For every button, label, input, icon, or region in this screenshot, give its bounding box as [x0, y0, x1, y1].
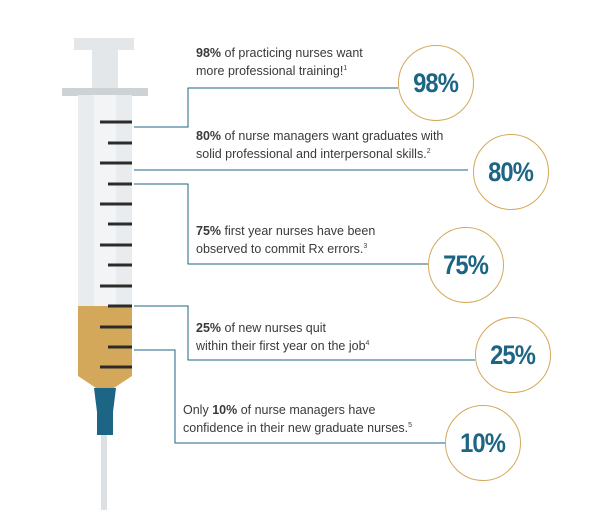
- stat-text-80: 80% of nurse managers want graduates wit…: [196, 127, 443, 163]
- stat-line2-75: observed to commit Rx errors.: [196, 242, 364, 256]
- ref-5: 5: [408, 421, 413, 429]
- stat-value-80: 80%: [488, 156, 535, 187]
- stat-value-25: 25%: [490, 339, 537, 370]
- stat-circle-75: 75%: [428, 227, 504, 303]
- stat-prefix-10: Only: [183, 403, 213, 417]
- stat-text-75: 75% first year nurses have been observed…: [196, 222, 375, 258]
- stat-value-75: 75%: [443, 249, 490, 280]
- barrel-flange: [62, 88, 148, 96]
- plunger-inner: [94, 95, 116, 307]
- stat-circle-98: 98%: [398, 45, 474, 121]
- ref-3: 3: [363, 242, 368, 250]
- stat-line1-98: of practicing nurses want: [221, 46, 363, 60]
- needle: [101, 435, 107, 510]
- stat-text-25: 25% of new nurses quit within their firs…: [196, 319, 369, 355]
- stat-bold-10: 10%: [212, 403, 238, 417]
- stat-line1-25: of new nurses quit: [221, 321, 326, 335]
- stat-line1-75: first year nurses have been: [221, 224, 376, 238]
- syringe-fill: [78, 306, 132, 376]
- stat-bold-80: 80%: [196, 129, 222, 143]
- barrel-ticks: [100, 120, 132, 369]
- syringe-tip: [78, 376, 132, 388]
- stat-line1-10: of nurse managers have: [237, 403, 376, 417]
- plunger-rod: [92, 48, 118, 90]
- stat-circle-10: 10%: [445, 405, 521, 481]
- stat-text-98: 98% of practicing nurses want more profe…: [196, 44, 363, 80]
- needle-hub: [94, 388, 116, 435]
- stat-bold-75: 75%: [196, 224, 222, 238]
- leader-line-25: [134, 305, 475, 361]
- leader-line-10: [134, 349, 445, 444]
- stat-value-10: 10%: [460, 427, 507, 458]
- ref-1: 1: [343, 64, 348, 72]
- plunger-cap: [74, 38, 134, 50]
- ref-2: 2: [426, 147, 431, 155]
- ref-4: 4: [365, 339, 370, 347]
- stat-circle-80: 80%: [473, 134, 549, 210]
- stat-bold-98: 98%: [196, 46, 222, 60]
- stat-line1-80: of nurse managers want graduates with: [221, 129, 444, 143]
- stat-bold-25: 25%: [196, 321, 222, 335]
- stat-circle-25: 25%: [475, 317, 551, 393]
- stat-text-10: Only 10% of nurse managers have confiden…: [183, 401, 412, 437]
- stat-line2-25: within their first year on the job: [196, 339, 366, 353]
- leader-line-75: [134, 183, 428, 265]
- stat-line2-80: solid professional and interpersonal ski…: [196, 147, 427, 161]
- stat-value-98: 98%: [413, 67, 460, 98]
- leader-line-98: [134, 87, 398, 128]
- leader-lines: [134, 87, 475, 444]
- stat-line2-98: more professional training!: [196, 64, 344, 78]
- stat-line2-10: confidence in their new graduate nurses.: [183, 421, 409, 435]
